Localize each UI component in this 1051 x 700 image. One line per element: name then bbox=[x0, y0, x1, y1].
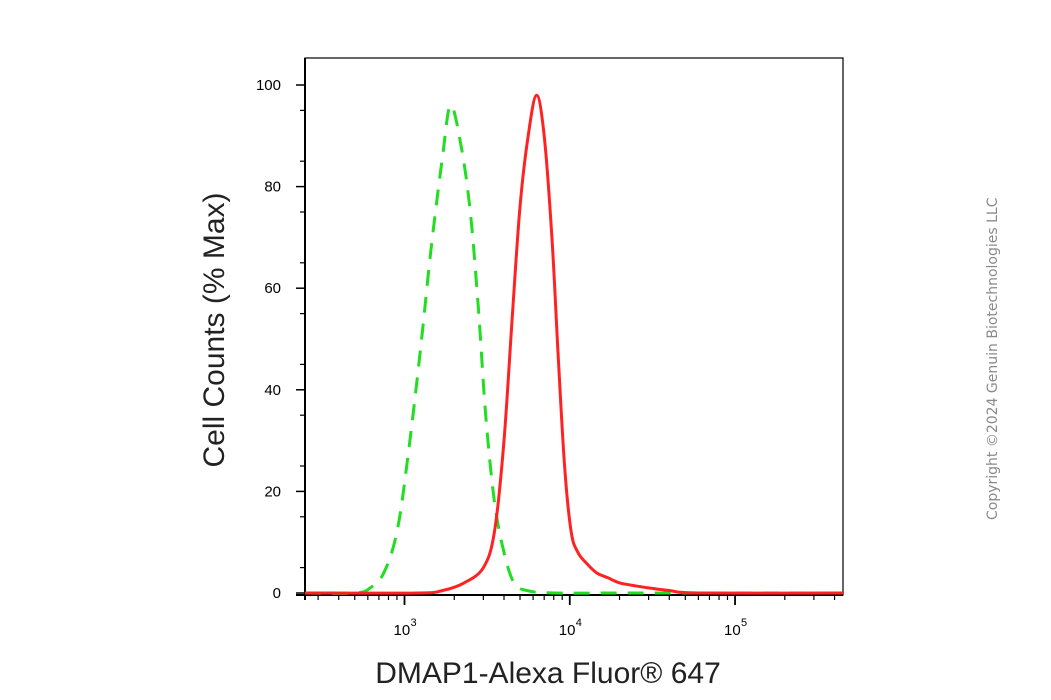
copyright-text: Copyright ©2024 Genuin Biotechnologies L… bbox=[985, 197, 1001, 521]
x-axis-title: DMAP1-Alexa Fluor® 647 bbox=[375, 657, 721, 690]
plot-frame bbox=[304, 57, 844, 596]
x-axis-ticks: 10 3 10 4 10 5 bbox=[317, 595, 836, 639]
series-line-dashed-green bbox=[304, 103, 843, 595]
x-tick-exponent: 4 bbox=[576, 617, 582, 629]
x-tick-label: 10 bbox=[394, 622, 411, 639]
x-tick-exponent: 3 bbox=[411, 617, 417, 629]
x-tick-exponent: 5 bbox=[741, 617, 747, 629]
copyright-notice: Copyright ©2024 Genuin Biotechnologies L… bbox=[985, 198, 1001, 521]
x-tick-label: 10 bbox=[724, 622, 741, 639]
y-tick-label: 80 bbox=[264, 179, 281, 196]
x-tick-label: 10 bbox=[559, 622, 576, 639]
y-tick-label: 40 bbox=[264, 382, 281, 399]
y-tick-label: 60 bbox=[264, 280, 281, 297]
y-tick-label: 0 bbox=[273, 585, 281, 602]
series-layer bbox=[304, 93, 844, 595]
y-axis-ticks: 0 20 40 60 80 100 bbox=[256, 77, 305, 602]
y-axis-title: Cell Counts (% Max) bbox=[198, 192, 231, 467]
y-tick-label: 100 bbox=[256, 77, 281, 94]
y-tick-label: 20 bbox=[264, 483, 281, 500]
series-line-solid-red bbox=[304, 93, 844, 595]
